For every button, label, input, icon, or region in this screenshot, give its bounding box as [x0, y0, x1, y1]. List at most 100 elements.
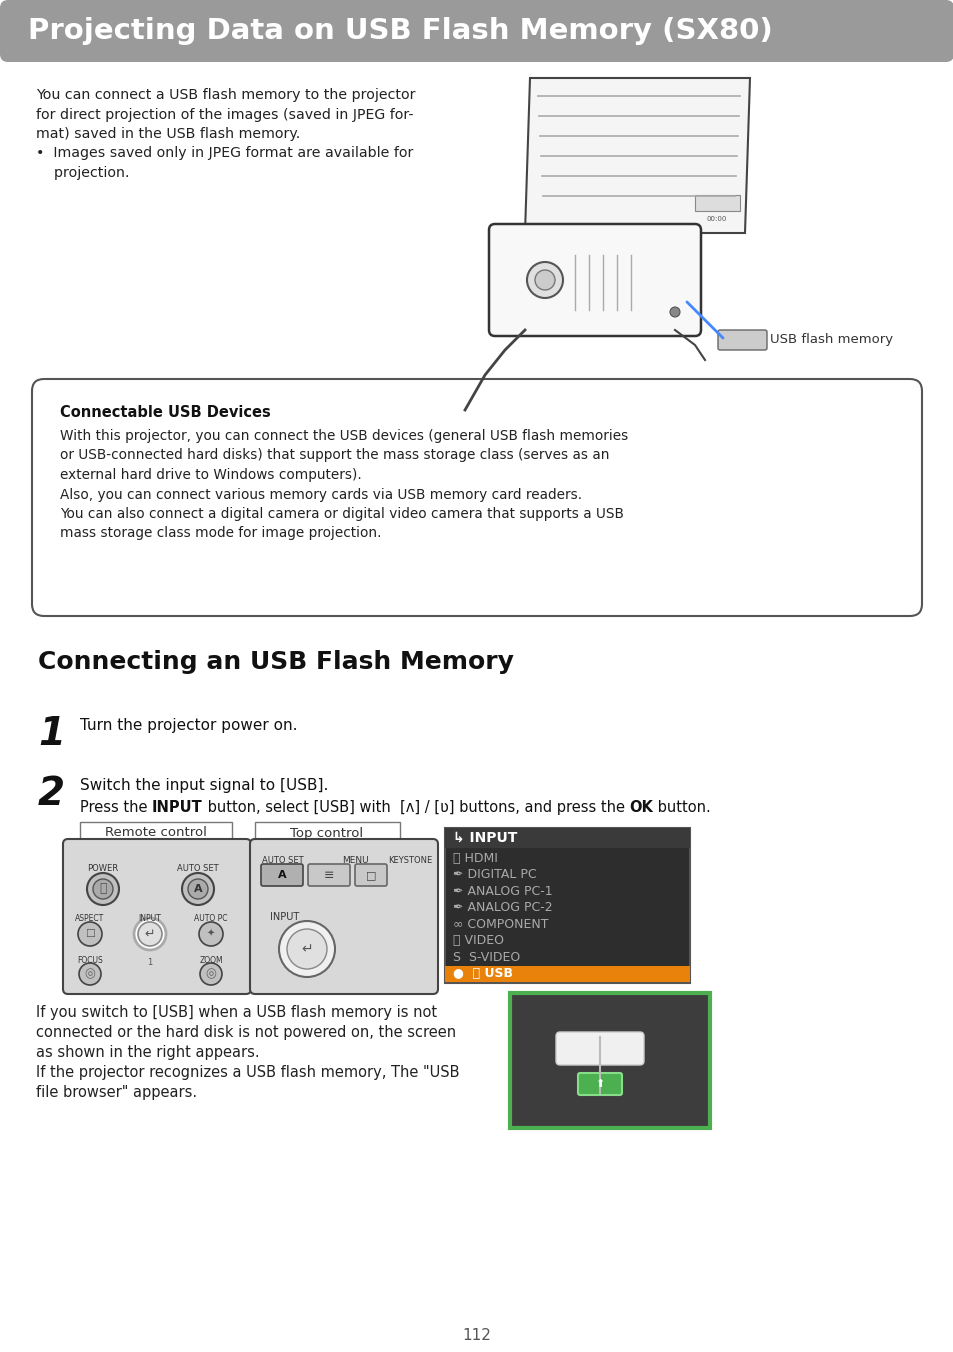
Text: A: A [193, 884, 202, 894]
Text: INPUT: INPUT [138, 914, 161, 923]
Bar [254, 822, 399, 844]
Text: connected or the hard disk is not powered on, the screen: connected or the hard disk is not powere… [36, 1025, 456, 1040]
Text: 112: 112 [462, 1328, 491, 1343]
FancyBboxPatch shape [718, 330, 766, 350]
Text: external hard drive to Windows computers).: external hard drive to Windows computers… [60, 468, 361, 483]
Text: or USB-connected hard disks) that support the mass storage class (serves as an: or USB-connected hard disks) that suppor… [60, 449, 609, 462]
Circle shape [133, 918, 166, 950]
Circle shape [79, 963, 101, 986]
FancyBboxPatch shape [489, 224, 700, 337]
Circle shape [278, 921, 335, 977]
Text: Turn the projector power on.: Turn the projector power on. [80, 718, 297, 733]
Text: 2: 2 [38, 775, 65, 813]
Text: FOCUS: FOCUS [77, 956, 103, 965]
FancyBboxPatch shape [32, 379, 921, 617]
Text: Projecting Data on USB Flash Memory (SX80): Projecting Data on USB Flash Memory (SX8… [28, 18, 772, 45]
Circle shape [92, 879, 112, 899]
Text: Top control: Top control [290, 826, 363, 840]
Circle shape [200, 963, 222, 986]
Circle shape [138, 922, 162, 946]
FancyBboxPatch shape [510, 992, 709, 1128]
Text: INPUT: INPUT [152, 800, 203, 815]
Text: ZOOM: ZOOM [199, 956, 223, 965]
FancyBboxPatch shape [695, 195, 740, 211]
Text: Also, you can connect various memory cards via USB memory card readers.: Also, you can connect various memory car… [60, 488, 581, 502]
Bar [80, 822, 232, 844]
Text: button.: button. [653, 800, 710, 815]
Circle shape [535, 270, 555, 289]
Text: USB flash memory: USB flash memory [769, 334, 892, 346]
Text: □: □ [365, 869, 375, 880]
Text: Remote control: Remote control [105, 826, 207, 840]
Text: Connectable USB Devices: Connectable USB Devices [60, 406, 271, 420]
Text: If the projector recognizes a USB flash memory, The "USB: If the projector recognizes a USB flash … [36, 1065, 459, 1080]
Text: ≡: ≡ [323, 868, 334, 882]
Text: ↳ INPUT: ↳ INPUT [453, 831, 517, 845]
Text: ⬆: ⬆ [595, 1079, 604, 1088]
Text: ◎: ◎ [205, 968, 216, 980]
Circle shape [182, 873, 213, 904]
Circle shape [188, 879, 208, 899]
Text: mat) saved in the USB flash memory.: mat) saved in the USB flash memory. [36, 127, 300, 141]
Text: ↵: ↵ [145, 927, 155, 941]
Circle shape [669, 307, 679, 316]
Text: button, select [USB] with  [ʌ] / [ʋ] buttons, and press the: button, select [USB] with [ʌ] / [ʋ] butt… [203, 800, 629, 815]
Text: ✒ ANALOG PC-2: ✒ ANALOG PC-2 [453, 902, 552, 914]
Text: 00:00: 00:00 [706, 216, 726, 222]
FancyBboxPatch shape [250, 840, 437, 994]
Text: ●  ⭢ USB: ● ⭢ USB [453, 967, 513, 980]
Circle shape [78, 922, 102, 946]
Text: ↵: ↵ [301, 942, 313, 956]
Text: ✒ ANALOG PC-1: ✒ ANALOG PC-1 [453, 884, 552, 898]
Text: S  S-VIDEO: S S-VIDEO [453, 950, 519, 964]
Text: Connecting an USB Flash Memory: Connecting an USB Flash Memory [38, 650, 514, 675]
Text: If you switch to [USB] when a USB flash memory is not: If you switch to [USB] when a USB flash … [36, 1005, 436, 1019]
Text: OK: OK [629, 800, 653, 815]
Circle shape [199, 922, 223, 946]
Text: AUTO PC: AUTO PC [194, 914, 228, 923]
FancyBboxPatch shape [0, 0, 953, 62]
Text: ⬛ VIDEO: ⬛ VIDEO [453, 934, 503, 948]
FancyBboxPatch shape [556, 1032, 643, 1065]
Text: for direct projection of the images (saved in JPEG for-: for direct projection of the images (sav… [36, 108, 414, 122]
Text: Switch the input signal to [USB].: Switch the input signal to [USB]. [80, 777, 328, 794]
Circle shape [287, 929, 327, 969]
Text: MENU: MENU [341, 856, 368, 865]
Text: You can connect a USB flash memory to the projector: You can connect a USB flash memory to th… [36, 88, 416, 101]
FancyBboxPatch shape [578, 1073, 621, 1095]
Text: ✒ DIGITAL PC: ✒ DIGITAL PC [453, 868, 536, 882]
Bar [444, 827, 689, 848]
Text: ◎: ◎ [85, 968, 95, 980]
Circle shape [526, 262, 562, 297]
FancyBboxPatch shape [355, 864, 387, 886]
Text: INPUT: INPUT [270, 913, 299, 922]
Text: 1: 1 [147, 959, 152, 967]
Circle shape [87, 873, 119, 904]
Text: AUTO SET: AUTO SET [262, 856, 303, 865]
Text: You can also connect a digital camera or digital video camera that supports a US: You can also connect a digital camera or… [60, 507, 623, 521]
Text: A: A [277, 869, 286, 880]
Text: •  Images saved only in JPEG format are available for: • Images saved only in JPEG format are a… [36, 146, 413, 161]
Text: as shown in the right appears.: as shown in the right appears. [36, 1045, 259, 1060]
Text: With this projector, you can connect the USB devices (general USB flash memories: With this projector, you can connect the… [60, 429, 628, 443]
Text: ∞ COMPONENT: ∞ COMPONENT [453, 918, 548, 930]
Text: Press the: Press the [80, 800, 152, 815]
Text: ☐: ☐ [85, 929, 95, 940]
Text: ⬛ HDMI: ⬛ HDMI [453, 852, 497, 865]
Text: file browser" appears.: file browser" appears. [36, 1086, 197, 1101]
Text: KEYSTONE: KEYSTONE [388, 856, 432, 865]
FancyBboxPatch shape [261, 864, 303, 886]
Text: ASPECT: ASPECT [75, 914, 105, 923]
Text: mass storage class mode for image projection.: mass storage class mode for image projec… [60, 526, 381, 541]
FancyBboxPatch shape [308, 864, 350, 886]
Text: POWER: POWER [88, 864, 118, 873]
Text: AUTO SET: AUTO SET [177, 864, 218, 873]
Bar [444, 827, 689, 983]
Text: ⏻: ⏻ [99, 883, 107, 895]
Bar [444, 965, 689, 982]
Text: projection.: projection. [36, 166, 130, 180]
Text: 1: 1 [38, 715, 65, 753]
FancyBboxPatch shape [63, 840, 251, 994]
Polygon shape [524, 78, 749, 233]
Text: ✦: ✦ [207, 929, 214, 940]
